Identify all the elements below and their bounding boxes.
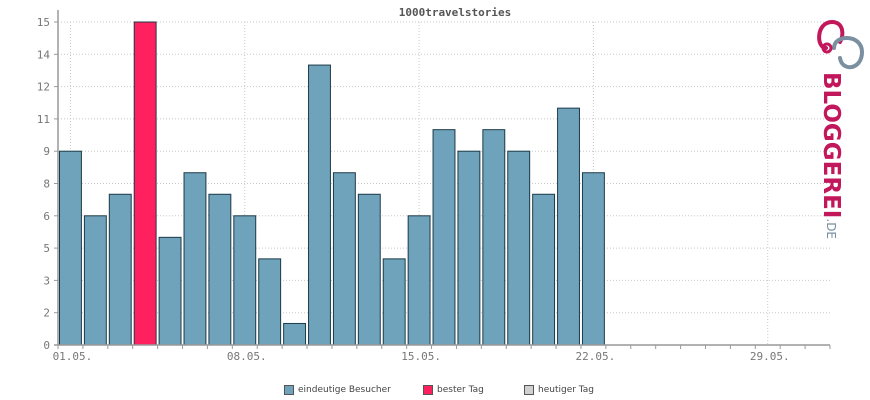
bar [208, 193, 232, 346]
bar [357, 193, 381, 346]
bar [407, 215, 431, 346]
bar [507, 150, 531, 346]
bar [382, 258, 406, 346]
x-tick-label: 22.05. [576, 350, 616, 363]
legend-item-best-day: bester Tag [423, 385, 484, 395]
y-tick-label: 6 [43, 210, 50, 223]
bar [482, 129, 506, 346]
legend-label-best-day: bester Tag [437, 385, 484, 395]
y-tick-label: 2 [43, 307, 50, 320]
axes [54, 10, 830, 346]
bar-chart: 1000travelstories 0 2 3 5 6 8 9 11 12 14 15 01.05.… [37, 6, 831, 363]
chart-title: 1000travelstories [399, 6, 512, 19]
bloggerei-logo-icon [817, 19, 865, 69]
x-tick-label: 29.05. [750, 350, 790, 363]
bar [108, 193, 132, 346]
x-tick-label: 08.05. [227, 350, 267, 363]
legend-swatch-today [524, 385, 534, 395]
bar [59, 150, 82, 346]
bar-best-day [133, 21, 157, 346]
bar [158, 236, 182, 346]
y-tick-label: 12 [37, 81, 50, 94]
bar [581, 172, 605, 346]
bar [557, 107, 580, 346]
bar [183, 172, 207, 346]
logo-name: BLOGGEREI [818, 72, 844, 219]
bar [83, 215, 107, 346]
bars [59, 21, 605, 346]
y-tick-label: 5 [43, 242, 50, 255]
x-axis-ticks: 01.05. 08.05. 15.05. 22.05. 29.05. [53, 345, 831, 363]
bar [432, 129, 456, 346]
legend-item-visitors: eindeutige Besucher [284, 385, 391, 395]
y-tick-label: 11 [37, 113, 50, 126]
bar [308, 64, 331, 346]
bar [233, 215, 257, 346]
legend-label-today: heutiger Tag [538, 385, 595, 395]
logo-tld: .DE [824, 218, 838, 240]
bar [332, 172, 356, 346]
legend-swatch-visitors [284, 385, 294, 395]
x-tick-label: 15.05. [401, 350, 441, 363]
legend-label-visitors: eindeutige Besucher [298, 385, 391, 395]
y-axis-ticks: 0 2 3 5 6 8 9 11 12 14 15 [37, 16, 58, 352]
bar [283, 322, 307, 346]
y-tick-label: 3 [43, 274, 50, 287]
x-tick-label: 01.05. [53, 350, 93, 363]
y-tick-label: 14 [37, 48, 51, 61]
y-tick-label: 8 [43, 178, 50, 191]
legend-swatch-best-day [423, 385, 433, 395]
y-tick-label: 15 [37, 16, 50, 29]
y-tick-label: 0 [43, 339, 50, 352]
legend: eindeutige Besucher bester Tag heutiger … [0, 385, 870, 399]
bar [457, 150, 481, 346]
bloggerei-logo-text: BLOGGEREI.DE [818, 72, 844, 240]
bar [532, 193, 556, 346]
bar [258, 258, 282, 346]
legend-item-today: heutiger Tag [524, 385, 594, 395]
y-tick-label: 9 [43, 145, 50, 158]
